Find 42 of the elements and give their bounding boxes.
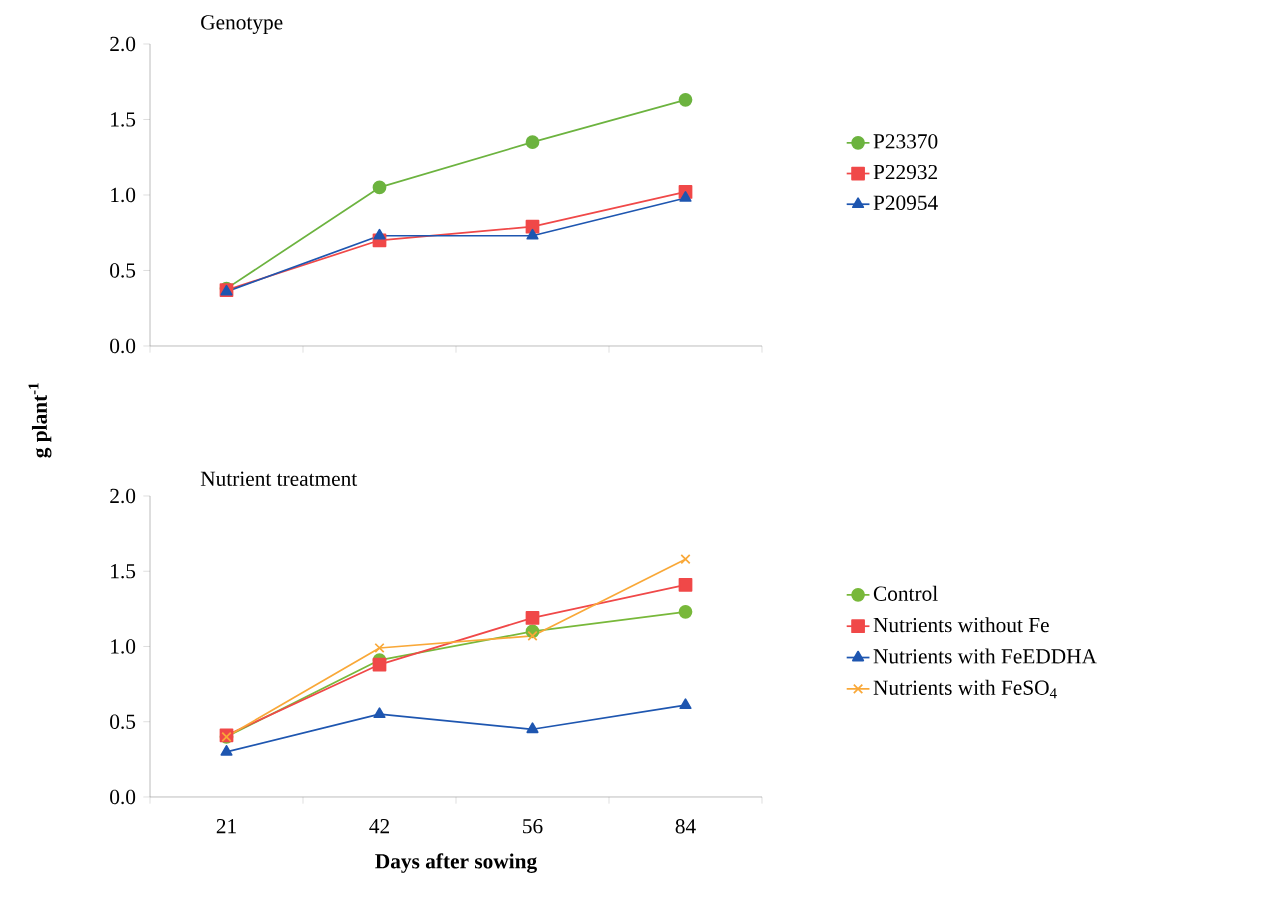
chart-title: Nutrient treatment	[200, 471, 358, 486]
y-tick-label: 1.0	[111, 639, 136, 654]
point	[220, 744, 233, 756]
y-tick-label: 1.0	[111, 187, 136, 203]
point	[678, 92, 693, 107]
chart-title: Genotype	[201, 15, 283, 34]
point	[678, 577, 693, 592]
legend-label: Nutrients with FeSO$_{4}$	[873, 679, 1057, 699]
y-tick-label: 0.0	[110, 789, 136, 805]
legend-label: Nutrients with FeEDDHA	[873, 648, 1097, 664]
x-tick-label: 42	[369, 819, 389, 834]
y-tick-label: 2.0	[110, 488, 136, 504]
y-tick-label: 0.0	[110, 338, 136, 354]
point	[525, 135, 540, 150]
x-tick-label: 84	[675, 819, 696, 834]
y-tick-label: 2.0	[110, 36, 136, 52]
x-tick-label: 21	[216, 819, 236, 834]
y-tick-label: 0.5	[110, 714, 136, 729]
legend-label: P22932	[873, 164, 938, 180]
point	[679, 191, 692, 202]
legend-label: Control	[873, 585, 938, 601]
legend-label: P23370	[873, 134, 938, 149]
point	[374, 642, 385, 654]
point	[678, 605, 693, 619]
y-tick-label: 1.5	[111, 564, 136, 579]
point	[527, 630, 538, 642]
point	[373, 228, 386, 240]
point	[679, 698, 692, 710]
point	[372, 180, 387, 195]
y-tick-label: 1.5	[111, 112, 136, 127]
point	[526, 722, 539, 734]
x-tick-label: 56	[523, 819, 543, 834]
point	[372, 657, 387, 672]
legend-label: P20954	[873, 195, 938, 210]
text: g plant$^{-1}$	[28, 383, 52, 458]
legend-label: Nutrients without Fe	[873, 617, 1049, 633]
point	[526, 228, 539, 240]
point	[373, 707, 386, 719]
y-tick-label: 0.5	[110, 263, 136, 278]
point	[525, 611, 540, 625]
point	[680, 554, 691, 565]
x-axis-title: Days after sowing	[375, 853, 537, 873]
